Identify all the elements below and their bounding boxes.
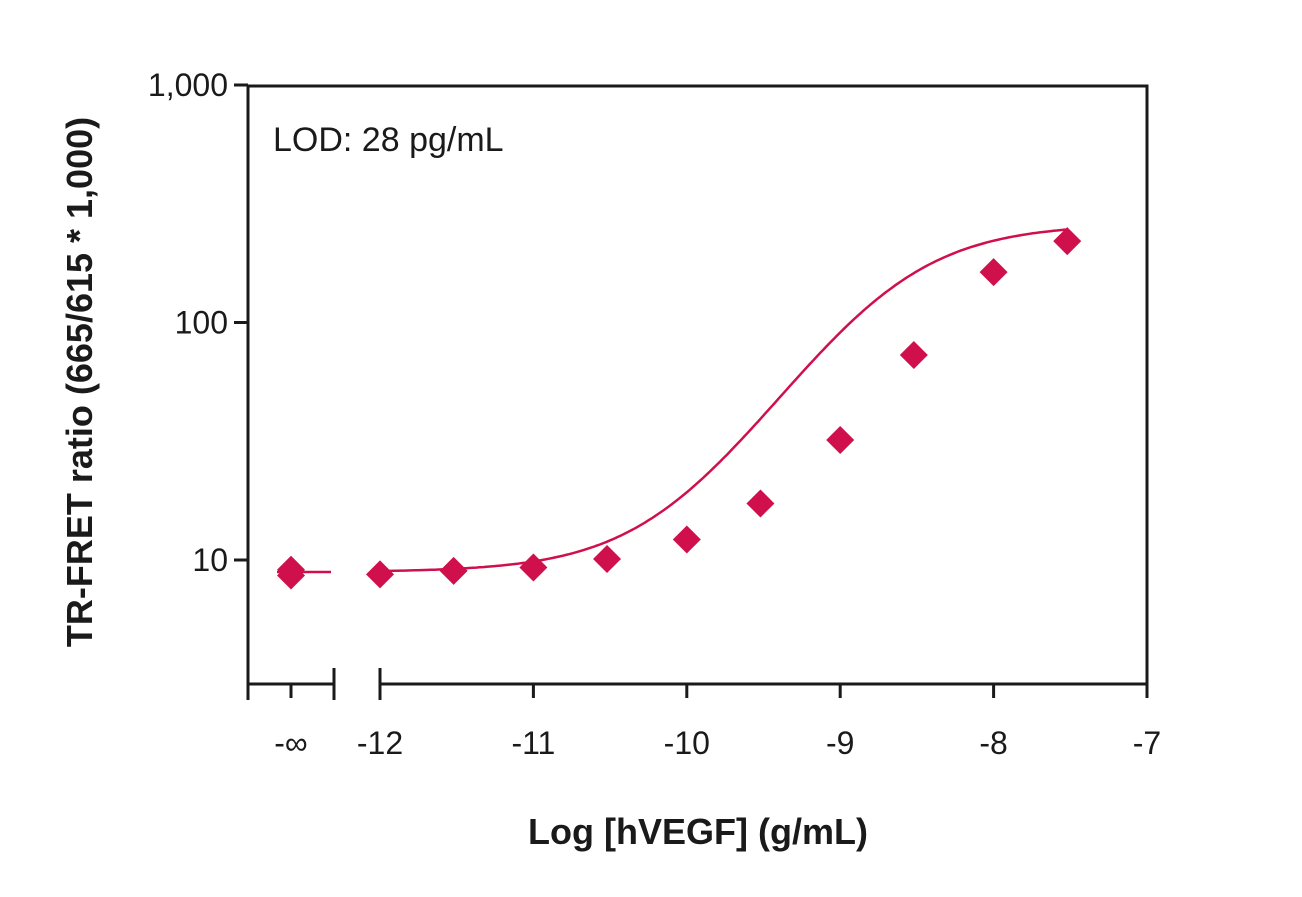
y-tick-label: 100 [175, 305, 228, 341]
x-tick-label: -8 [979, 725, 1007, 761]
data-point [439, 556, 468, 585]
x-axis: -12 -11 -10 -9 -8 -7 -∞ [246, 668, 1161, 761]
y-tick-label: 1,000 [148, 67, 228, 103]
data-point [672, 525, 701, 554]
data-points [277, 227, 1082, 590]
plot-frame [246, 84, 1149, 686]
x-tick-label: -11 [511, 725, 555, 761]
lod-annotation: LOD: 28 pg/mL [273, 121, 504, 159]
axis-break-gap [335, 681, 379, 687]
data-point [746, 489, 775, 518]
blank-data-point [277, 561, 305, 590]
x-tick-label: -12 [357, 725, 403, 761]
data-point [826, 426, 855, 455]
data-point [1053, 227, 1082, 256]
y-tick-label: 10 [192, 542, 228, 578]
data-point [366, 560, 394, 589]
x-tick-label: -10 [664, 725, 710, 761]
data-point [519, 553, 548, 582]
x-axis-title: Log [hVEGF] (g/mL) [528, 811, 868, 852]
fit-curve [380, 228, 1068, 573]
y-axis-title: TR-FRET ratio (665/615 * 1,000) [59, 117, 100, 647]
x-tick-label: -7 [1133, 725, 1161, 761]
data-point [979, 258, 1008, 287]
data-point [593, 544, 622, 573]
fit-curve-group [277, 228, 1068, 574]
y-axis-ticks: 10 100 1,000 [148, 67, 248, 578]
data-point [899, 340, 928, 369]
x-tick-label: -9 [826, 725, 854, 761]
x-tick-label-blank: -∞ [274, 725, 307, 761]
